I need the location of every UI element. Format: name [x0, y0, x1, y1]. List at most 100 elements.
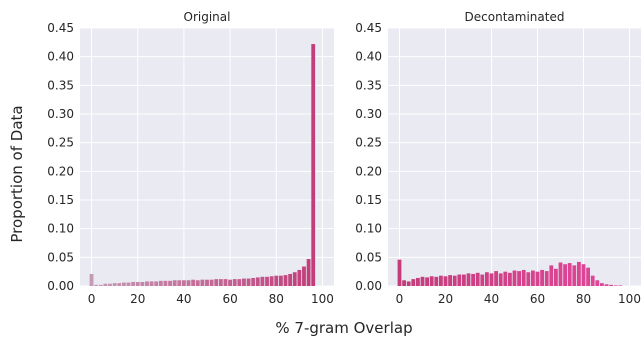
histogram-bar	[494, 271, 498, 286]
histogram-bar	[600, 283, 604, 286]
y-tick-label: 0.25	[47, 136, 74, 150]
histogram-bar	[613, 285, 618, 286]
histogram-bar	[618, 285, 623, 286]
y-tick-label: 0.30	[47, 107, 74, 121]
y-tick-label: 0.05	[47, 250, 74, 264]
histogram-bar	[154, 281, 159, 286]
histogram-bar	[526, 272, 531, 286]
histogram-bar	[98, 284, 103, 286]
y-tick-label: 0.00	[47, 279, 74, 293]
y-tick-label: 0.45	[47, 21, 74, 35]
x-tick-label: 40	[484, 292, 499, 306]
histogram-bar	[443, 276, 448, 286]
histogram-bar	[306, 259, 311, 286]
y-tick-label: 0.45	[355, 21, 382, 35]
histogram-bar	[242, 278, 246, 286]
histogram-bar	[218, 279, 223, 286]
histogram-bar	[434, 276, 439, 286]
histogram-bar	[191, 279, 196, 286]
histogram-bar	[471, 273, 475, 286]
x-tick-label: 60	[222, 292, 237, 306]
y-tick-label: 0.35	[355, 78, 382, 92]
histogram-bar	[228, 279, 232, 286]
histogram-bar	[420, 276, 425, 286]
plot-background	[388, 28, 641, 286]
histogram-bar	[517, 271, 521, 286]
chart-title: Original	[184, 10, 231, 24]
histogram-bar	[439, 275, 443, 286]
histogram-bar	[554, 268, 558, 286]
histogram-bar	[609, 284, 613, 286]
histogram-bar	[205, 279, 209, 286]
histogram-bar	[457, 274, 462, 286]
y-tick-label: 0.10	[355, 222, 382, 236]
histogram-bar	[563, 264, 567, 286]
histogram-bar	[108, 283, 112, 286]
histogram-bar	[397, 259, 402, 286]
histogram-bar	[292, 272, 297, 286]
x-tick-label: 100	[618, 292, 641, 306]
histogram-bar	[103, 283, 108, 286]
y-tick-label: 0.15	[355, 193, 382, 207]
histogram-bar	[269, 276, 274, 286]
histogram-bar	[475, 272, 480, 286]
histogram-bar	[232, 279, 237, 286]
histogram-bar	[590, 275, 595, 286]
histogram-bar	[274, 275, 279, 286]
histogram-bar	[480, 274, 485, 286]
histogram-bar	[485, 272, 489, 286]
histogram-bar	[558, 262, 563, 286]
x-tick-label: 80	[576, 292, 591, 306]
histogram-bar	[149, 281, 154, 286]
histogram-bar	[168, 280, 172, 286]
x-tick-label: 0	[396, 292, 404, 306]
histogram-bar	[283, 275, 288, 286]
y-tick-label: 0.00	[355, 279, 382, 293]
y-tick-label: 0.40	[355, 50, 382, 64]
plot-background	[80, 28, 334, 286]
histogram-bar	[567, 263, 572, 286]
x-tick-label: 20	[438, 292, 453, 306]
histogram-bar	[586, 267, 590, 286]
histogram-bar	[117, 283, 122, 286]
histogram-bar	[177, 280, 182, 286]
histogram-bar	[255, 277, 260, 286]
histogram-bar	[448, 275, 452, 286]
chart-title: Decontaminated	[465, 10, 565, 24]
histogram-bar	[416, 277, 420, 286]
histogram-bar	[411, 279, 416, 286]
chart-panel-1: 0.00 0.05 0.10 0.15 0.20 0.25 0.30 0.35 0.40 0.45…	[47, 10, 334, 306]
histogram-bar	[89, 273, 94, 286]
histogram-bar	[112, 283, 117, 286]
histogram-bar	[311, 44, 316, 287]
histogram-bar	[535, 271, 540, 286]
histogram-bar	[158, 280, 163, 286]
histogram-bar	[452, 275, 457, 286]
x-tick-label: 100	[311, 292, 334, 306]
histogram-bar	[265, 276, 269, 286]
histogram-bar	[163, 280, 168, 286]
y-tick-label: 0.05	[355, 250, 382, 264]
histogram-bar	[521, 269, 526, 286]
histogram-bar	[549, 265, 554, 286]
x-tick-label: 0	[88, 292, 96, 306]
histogram-bar	[182, 280, 186, 286]
chart-panel-2: 0.00 0.05 0.10 0.15 0.20 0.25 0.30 0.35 0.40 0.45…	[355, 10, 641, 306]
histogram-bar	[186, 280, 191, 286]
y-tick-label: 0.35	[47, 78, 74, 92]
x-tick-label: 20	[130, 292, 145, 306]
histogram-bar	[489, 273, 494, 286]
histogram-bar	[508, 272, 512, 286]
histogram-bar	[195, 280, 200, 286]
histogram-bar	[572, 265, 577, 286]
histogram-bar	[172, 280, 177, 286]
y-tick-label: 0.40	[47, 50, 74, 64]
y-tick-label: 0.20	[355, 164, 382, 178]
histogram-bar	[297, 269, 302, 286]
histogram-bar	[595, 280, 600, 286]
histogram-bar	[402, 280, 406, 286]
x-tick-label: 80	[269, 292, 284, 306]
histogram-bar	[246, 278, 251, 286]
